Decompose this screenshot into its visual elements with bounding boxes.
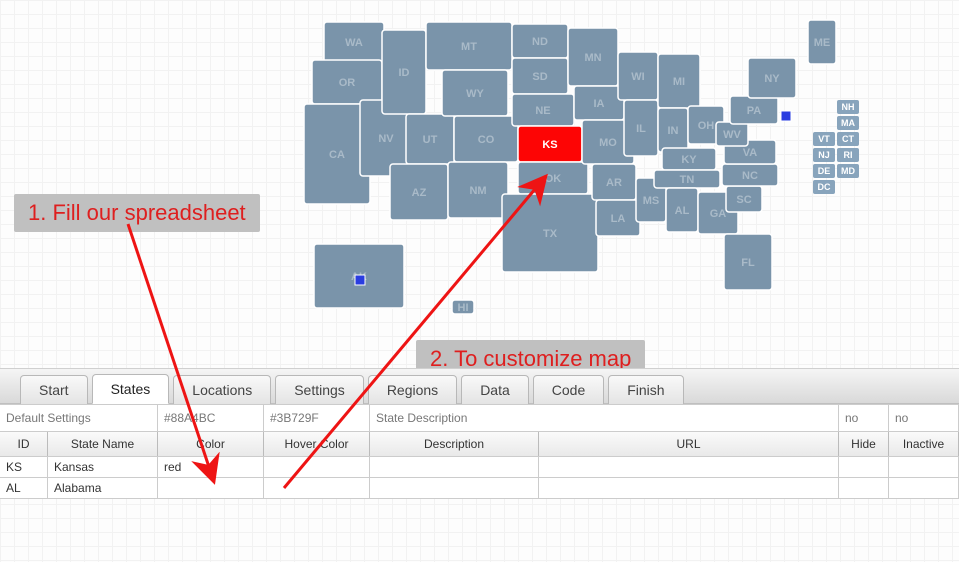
state-in[interactable] xyxy=(658,108,688,152)
map-area: WAORCANVIDUTAZMTWYCONMNDSDNEKSOKTXMNIAMO… xyxy=(0,0,959,368)
small-state-nj[interactable]: NJ xyxy=(813,148,835,162)
tab-data[interactable]: Data xyxy=(461,375,529,404)
state-il[interactable] xyxy=(624,100,658,156)
state-ia[interactable] xyxy=(574,86,624,120)
cell-id[interactable]: AL xyxy=(0,478,48,498)
state-pa[interactable] xyxy=(730,96,778,124)
tab-code[interactable]: Code xyxy=(533,375,604,404)
state-ut[interactable] xyxy=(406,114,454,164)
small-state-nh[interactable]: NH xyxy=(837,100,859,114)
state-fl[interactable] xyxy=(724,234,772,290)
tab-start[interactable]: Start xyxy=(20,375,88,404)
cell-color[interactable]: red xyxy=(158,457,264,477)
state-me[interactable] xyxy=(808,20,836,64)
state-ne[interactable] xyxy=(512,94,574,126)
cell-color[interactable] xyxy=(158,478,264,498)
state-ky[interactable] xyxy=(662,148,716,170)
cell-name[interactable]: Alabama xyxy=(48,478,158,498)
cell-inactive[interactable] xyxy=(889,478,959,498)
us-map-svg: WAORCANVIDUTAZMTWYCONMNDSDNEKSOKTXMNIAMO… xyxy=(264,0,864,330)
state-mn[interactable] xyxy=(568,28,618,86)
tab-states[interactable]: States xyxy=(92,374,170,404)
col-desc: Description xyxy=(370,432,539,456)
cell-inactive[interactable] xyxy=(889,457,959,477)
state-al[interactable] xyxy=(666,188,698,232)
cell-hide[interactable] xyxy=(839,478,889,498)
state-sc[interactable] xyxy=(726,186,762,212)
state-ks[interactable] xyxy=(518,126,582,162)
defaults-desc[interactable]: State Description xyxy=(370,405,839,431)
state-az[interactable] xyxy=(390,164,448,220)
state-or[interactable] xyxy=(312,60,382,104)
defaults-inactive[interactable]: no xyxy=(889,405,959,431)
col-name: State Name xyxy=(48,432,158,456)
cell-desc[interactable] xyxy=(370,478,539,498)
tab-settings[interactable]: Settings xyxy=(275,375,364,404)
defaults-hide[interactable]: no xyxy=(839,405,889,431)
state-tn[interactable] xyxy=(654,170,720,188)
tab-finish[interactable]: Finish xyxy=(608,375,683,404)
state-mt[interactable] xyxy=(426,22,512,70)
state-wy[interactable] xyxy=(442,70,508,116)
spreadsheet: Default Settings #88A4BC #3B729F State D… xyxy=(0,404,959,499)
map-marker-1[interactable] xyxy=(781,111,791,121)
small-state-ct[interactable]: CT xyxy=(837,132,859,146)
small-state-vt[interactable]: VT xyxy=(813,132,835,146)
state-co[interactable] xyxy=(454,116,518,162)
cell-hide[interactable] xyxy=(839,457,889,477)
callout-step-1: 1. Fill our spreadsheet xyxy=(14,194,260,232)
state-ok[interactable] xyxy=(518,162,588,194)
col-url: URL xyxy=(539,432,839,456)
header-row: ID State Name Color Hover Color Descript… xyxy=(0,432,959,457)
cell-url[interactable] xyxy=(539,478,839,498)
col-inact: Inactive xyxy=(889,432,959,456)
defaults-hover[interactable]: #3B729F xyxy=(264,405,370,431)
col-color: Color xyxy=(158,432,264,456)
col-hover: Hover Color xyxy=(264,432,370,456)
cell-url[interactable] xyxy=(539,457,839,477)
table-row: KSKansasred xyxy=(0,457,959,478)
tab-regions[interactable]: Regions xyxy=(368,375,457,404)
cell-name[interactable]: Kansas xyxy=(48,457,158,477)
cell-desc[interactable] xyxy=(370,457,539,477)
col-id: ID xyxy=(0,432,48,456)
state-nd[interactable] xyxy=(512,24,568,58)
cell-id[interactable]: KS xyxy=(0,457,48,477)
state-wa[interactable] xyxy=(324,22,384,62)
state-wv[interactable] xyxy=(716,122,748,146)
small-state-de[interactable]: DE xyxy=(813,164,835,178)
cell-hover[interactable] xyxy=(264,478,370,498)
state-la[interactable] xyxy=(596,200,640,236)
small-state-dc[interactable]: DC xyxy=(813,180,835,194)
small-state-ma[interactable]: MA xyxy=(837,116,859,130)
defaults-label: Default Settings xyxy=(0,405,158,431)
table-row: ALAlabama xyxy=(0,478,959,499)
state-hi[interactable] xyxy=(452,300,474,314)
cell-hover[interactable] xyxy=(264,457,370,477)
state-tx[interactable] xyxy=(502,194,598,272)
state-nm[interactable] xyxy=(448,162,508,218)
small-state-ri[interactable]: RI xyxy=(837,148,859,162)
tab-locations[interactable]: Locations xyxy=(173,375,271,404)
state-wi[interactable] xyxy=(618,52,658,100)
small-state-md[interactable]: MD xyxy=(837,164,859,178)
map-marker-0[interactable] xyxy=(355,275,365,285)
state-nc[interactable] xyxy=(722,164,778,186)
state-sd[interactable] xyxy=(512,58,568,94)
defaults-color[interactable]: #88A4BC xyxy=(158,405,264,431)
callout-1-text: 1. Fill our spreadsheet xyxy=(28,200,246,225)
col-hide: Hide xyxy=(839,432,889,456)
state-id[interactable] xyxy=(382,30,426,114)
defaults-row: Default Settings #88A4BC #3B729F State D… xyxy=(0,405,959,432)
state-mi[interactable] xyxy=(658,54,700,108)
tabstrip: StartStatesLocationsSettingsRegionsDataC… xyxy=(0,368,959,404)
state-ar[interactable] xyxy=(592,164,636,200)
state-ny[interactable] xyxy=(748,58,796,98)
